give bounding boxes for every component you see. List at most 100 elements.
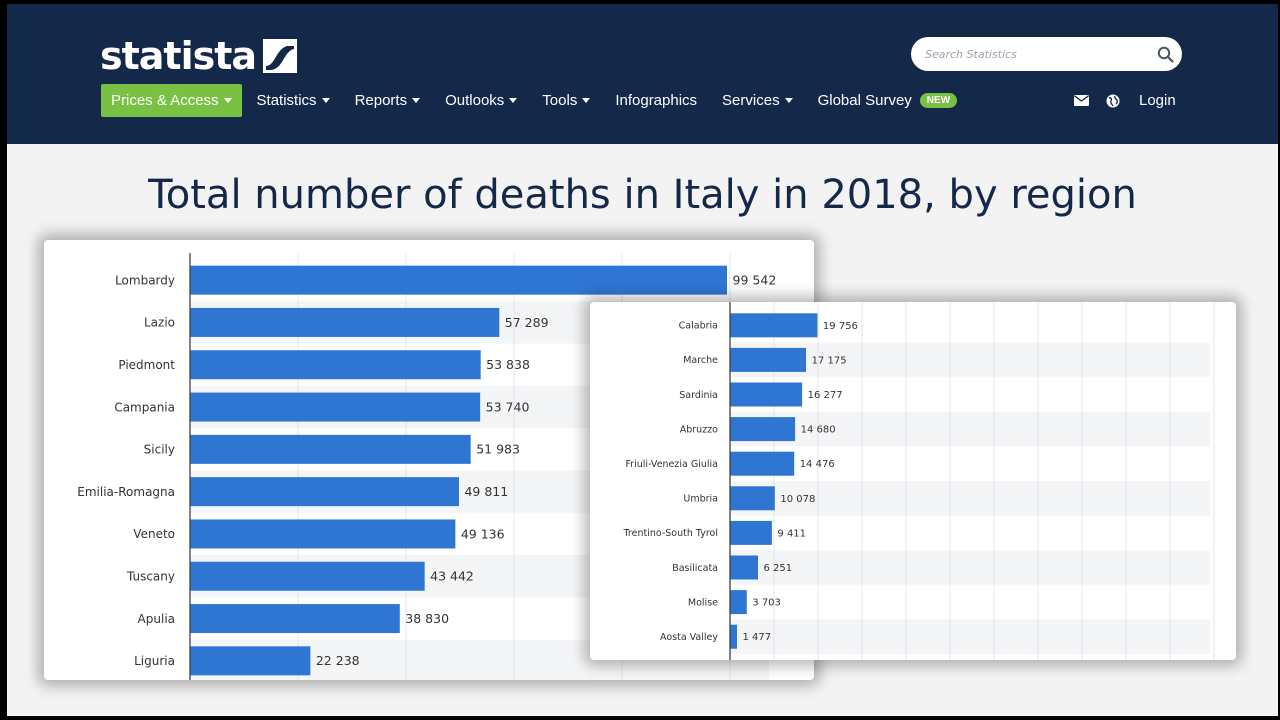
main-nav: Prices & Access Statistics Reports Outlo… [101, 84, 982, 117]
category-label: Aosta Valley [660, 632, 718, 643]
nav-reports[interactable]: Reports [355, 84, 421, 117]
value-label: 14 476 [800, 459, 835, 470]
nav-tools[interactable]: Tools [542, 84, 591, 117]
row-stripe [730, 550, 1210, 585]
new-badge: NEW [919, 93, 958, 108]
category-label: Trentino-South Tyrol [623, 528, 719, 539]
nav-label: Infographics [615, 92, 698, 109]
statista-logo[interactable]: statista [100, 34, 298, 78]
row-stripe [730, 619, 1210, 654]
nav-label: Statistics [256, 92, 317, 109]
bar[interactable] [190, 265, 728, 295]
value-label: 51 983 [476, 442, 520, 457]
logo-mark-icon [263, 39, 298, 73]
chevron-down-icon [509, 98, 518, 103]
category-label: Lazio [144, 316, 175, 330]
value-label: 16 277 [808, 390, 843, 401]
nav-label: Reports [354, 92, 408, 109]
nav-label: Services [722, 92, 780, 109]
nav-infographics[interactable]: Infographics [615, 84, 697, 117]
category-label: Sicily [144, 443, 175, 457]
category-label: Liguria [134, 654, 175, 668]
bar[interactable] [730, 486, 775, 511]
category-label: Basilicata [672, 563, 718, 574]
value-label: 49 136 [461, 526, 505, 541]
bar[interactable] [190, 350, 481, 380]
row-stripe [730, 411, 1210, 447]
value-label: 9 411 [777, 528, 806, 539]
category-label: Lombardy [115, 273, 175, 287]
value-label: 6 251 [764, 563, 793, 574]
logo-text: statista [100, 34, 257, 78]
value-label: 53 838 [486, 357, 530, 372]
value-label: 43 442 [430, 569, 474, 584]
nav-outlooks[interactable]: Outlooks [445, 84, 518, 117]
chart-panel-small: Calabria 19 756 Marche 17 175 Sardinia 16 277… [590, 302, 1236, 660]
chevron-down-icon [321, 98, 330, 103]
value-label: 53 740 [486, 399, 530, 414]
bar[interactable] [730, 590, 747, 615]
category-label: Marche [683, 355, 718, 366]
category-label: Umbria [683, 494, 718, 505]
category-label: Apulia [138, 612, 175, 626]
chevron-down-icon [582, 98, 591, 103]
nav-services[interactable]: Services [722, 84, 793, 117]
nav-prices-access[interactable]: Prices & Access [101, 84, 242, 117]
chevron-down-icon [412, 98, 421, 103]
login-link[interactable]: Login [1139, 92, 1176, 109]
bar[interactable] [730, 417, 796, 442]
search-icon[interactable] [1157, 46, 1174, 63]
value-label: 10 078 [780, 494, 815, 505]
nav-label: Outlooks [445, 92, 505, 109]
page-frame: statista Prices & Access Statistics [7, 4, 1278, 716]
search-input[interactable] [925, 37, 1145, 71]
bar[interactable] [190, 519, 456, 549]
bar[interactable] [190, 307, 500, 337]
nav-global-survey[interactable]: Global Survey NEW [818, 84, 958, 117]
envelope-icon[interactable] [1073, 93, 1089, 109]
value-label: 22 238 [316, 653, 360, 668]
value-label: 57 289 [505, 315, 549, 330]
category-label: Friuli-Venezia Giulia [625, 459, 718, 470]
category-label: Sardinia [679, 390, 718, 401]
nav-right: Login [1073, 84, 1176, 117]
bar[interactable] [190, 392, 481, 422]
nav-label: Prices & Access [111, 92, 219, 109]
search-box[interactable] [911, 37, 1182, 71]
chevron-down-icon [223, 98, 232, 103]
value-label: 99 542 [733, 273, 777, 288]
value-label: 3 703 [752, 598, 781, 609]
value-label: 19 756 [823, 321, 858, 332]
bar[interactable] [190, 561, 425, 591]
bar[interactable] [190, 604, 400, 634]
bar[interactable] [730, 313, 818, 338]
category-label: Abruzzo [680, 424, 718, 435]
bar[interactable] [190, 646, 311, 676]
value-label: 38 830 [405, 611, 449, 626]
bar[interactable] [730, 624, 737, 649]
page-title: Total number of deaths in Italy in 2018,… [148, 172, 1137, 218]
site-header: statista Prices & Access Statistics [7, 4, 1278, 144]
category-label: Veneto [133, 527, 175, 541]
value-label: 1 477 [742, 632, 771, 643]
nav-label: Global Survey [817, 92, 912, 109]
category-label: Piedmont [118, 358, 175, 372]
bar[interactable] [730, 382, 803, 407]
category-label: Emilia-Romagna [77, 485, 175, 499]
bar[interactable] [190, 434, 471, 464]
category-label: Campania [114, 400, 175, 414]
bar[interactable] [190, 477, 459, 507]
value-label: 14 680 [801, 425, 836, 436]
globe-icon[interactable] [1105, 93, 1121, 109]
chevron-down-icon [784, 98, 793, 103]
bar[interactable] [730, 347, 807, 372]
category-label: Molise [688, 597, 718, 608]
category-label: Calabria [679, 321, 718, 332]
bar[interactable] [730, 555, 759, 580]
row-stripe [730, 342, 1210, 378]
bar-chart-bottom-regions: Calabria 19 756 Marche 17 175 Sardinia 16 277… [623, 302, 1215, 660]
nav-statistics[interactable]: Statistics [257, 84, 330, 117]
value-label: 49 811 [464, 484, 508, 499]
bar[interactable] [730, 451, 795, 476]
bar[interactable] [730, 520, 772, 545]
